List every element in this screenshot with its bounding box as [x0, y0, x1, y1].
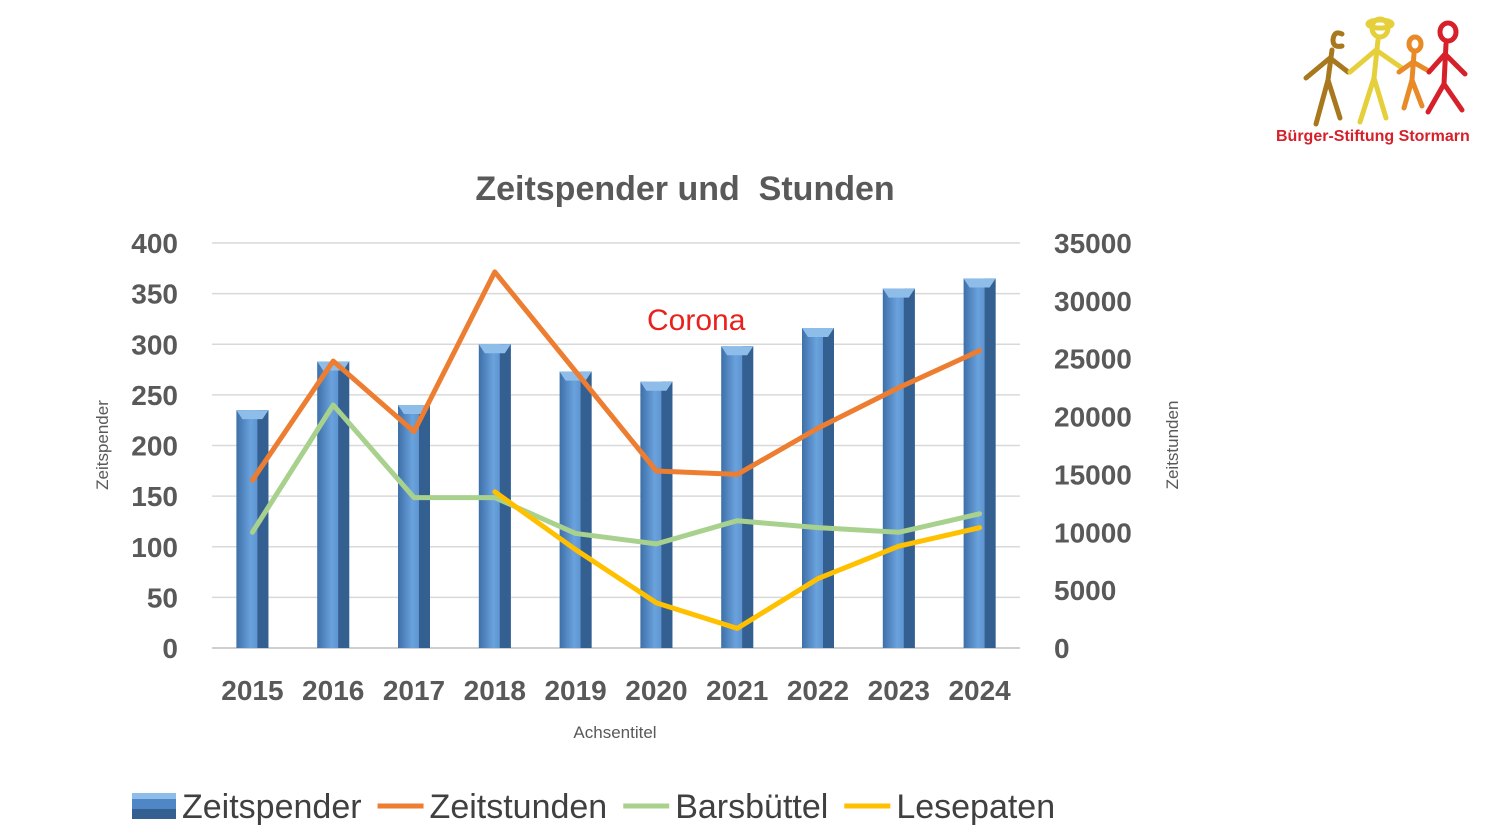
- legend: Zeitspender Zeitstunden Barsbüttel Lesepate…: [132, 788, 1055, 826]
- bar: [559, 371, 592, 648]
- y2-tick-label: 30000: [1054, 286, 1132, 317]
- y-tick-label: 350: [131, 279, 178, 310]
- x-tick-label: 2019: [544, 675, 606, 706]
- y2-tick-label: 0: [1054, 633, 1070, 664]
- x-axis-title: Achsentitel: [573, 723, 656, 742]
- y-tick-label: 0: [162, 633, 178, 664]
- x-tick-label: 2015: [221, 675, 283, 706]
- y-axis-left-ticks: 0 50 100 150 200 250 300 350 400: [131, 228, 178, 664]
- legend-label: Barsbüttel: [675, 788, 828, 826]
- chart-title: Zeitspender und Stunden: [475, 170, 894, 208]
- bar: [882, 288, 915, 648]
- logo-figure-orange: [1396, 34, 1430, 111]
- y2-tick-label: 5000: [1054, 575, 1116, 606]
- y-tick-label: 100: [131, 532, 178, 563]
- bar-series: [236, 278, 996, 648]
- x-tick-label: 2020: [625, 675, 687, 706]
- y-tick-label: 50: [147, 582, 178, 613]
- logo-figure-brown: [1303, 30, 1351, 127]
- bar: [802, 328, 834, 648]
- bar: [721, 346, 754, 648]
- y-tick-label: 400: [131, 228, 178, 259]
- y2-axis-title: Zeitstunden: [1163, 401, 1182, 490]
- y-axis-title: Zeitspender: [93, 400, 112, 490]
- legend-item: Lesepaten: [844, 788, 1055, 826]
- x-tick-label: 2023: [868, 675, 930, 706]
- y-tick-label: 150: [131, 481, 178, 512]
- corona-annotation: Corona: [647, 304, 746, 337]
- x-tick-label: 2024: [948, 675, 1011, 706]
- legend-item: Barsbüttel: [623, 788, 828, 826]
- y-axis-right-ticks: 0 5000 10000 15000 20000 25000 30000 35000: [1054, 228, 1132, 664]
- y2-tick-label: 25000: [1054, 344, 1132, 375]
- y-tick-label: 300: [131, 329, 178, 360]
- y2-tick-label: 20000: [1054, 402, 1132, 433]
- y-tick-label: 250: [131, 380, 178, 411]
- legend-item: Zeitspender: [132, 788, 362, 826]
- logo-text: Bürger-Stiftung Stormarn: [1276, 128, 1470, 145]
- y2-tick-label: 35000: [1054, 228, 1132, 259]
- legend-label: Zeitspender: [182, 788, 362, 826]
- x-tick-label: 2022: [787, 675, 849, 706]
- x-axis-ticks: 2015 2016 2017 2018 2019 2020 2021 2022 2023 2024: [221, 675, 1011, 706]
- legend-label: Lesepaten: [896, 788, 1055, 826]
- legend-label: Zeitstunden: [430, 788, 608, 826]
- line-series: [249, 269, 983, 631]
- x-tick-label: 2018: [464, 675, 526, 706]
- x-tick-label: 2021: [706, 675, 768, 706]
- series-line-barsbüttel: [249, 402, 983, 547]
- x-tick-label: 2016: [302, 675, 364, 706]
- bar: [317, 361, 350, 648]
- logo-figure-yellow: [1347, 16, 1405, 125]
- legend-item: Zeitstunden: [377, 788, 608, 826]
- series-line-lesepaten: [492, 489, 983, 631]
- bar: [963, 278, 996, 648]
- y2-tick-label: 15000: [1054, 459, 1132, 490]
- y2-tick-label: 10000: [1054, 517, 1132, 548]
- logo: [1303, 16, 1468, 127]
- series-line-zeitstunden: [249, 269, 983, 483]
- y-tick-label: 200: [131, 431, 178, 462]
- logo-figure-red: [1425, 20, 1468, 115]
- x-tick-label: 2017: [383, 675, 445, 706]
- bar: [398, 405, 430, 648]
